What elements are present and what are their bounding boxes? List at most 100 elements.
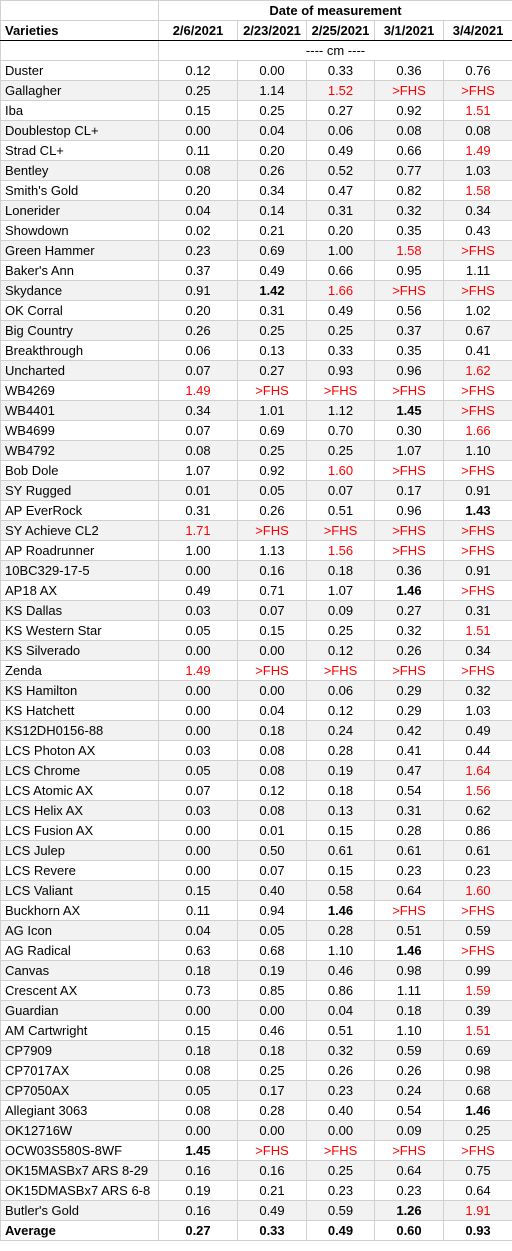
measurement-cell: 0.64 [374, 880, 444, 901]
measurement-cell: 0.61 [374, 840, 444, 861]
measurement-cell: 0.98 [442, 1060, 512, 1081]
measurement-cell: 1.10 [442, 440, 512, 461]
table-row: LCS Atomic AX 0.07 0.12 0.18 0.54 1.56 [0, 780, 512, 801]
table-row: AG Radical 0.63 0.68 1.10 1.46 >FHS [0, 940, 512, 961]
measurement-cell: 0.13 [237, 340, 307, 361]
measurement-cell: 0.23 [306, 1180, 375, 1201]
measurement-cell: 1.51 [442, 100, 512, 121]
measurement-cell: >FHS [237, 1140, 307, 1161]
measurement-cell: 0.25 [237, 320, 307, 341]
measurement-cell: 0.33 [306, 340, 375, 361]
measurement-cell: 0.18 [374, 1000, 444, 1021]
measurement-cell: 0.03 [158, 740, 238, 761]
measurement-cell: 0.09 [306, 600, 375, 621]
variety-name: Bob Dole [0, 460, 159, 481]
measurement-cell: >FHS [442, 1140, 512, 1161]
table-row: LCS Helix AX 0.03 0.08 0.13 0.31 0.62 [0, 800, 512, 821]
measurement-cell: 0.28 [237, 1100, 307, 1121]
table-row: Buckhorn AX 0.11 0.94 1.46 >FHS >FHS [0, 900, 512, 921]
measurement-cell: 0.18 [158, 1040, 238, 1061]
table-row: Butler's Gold 0.16 0.49 0.59 1.26 1.91 [0, 1200, 512, 1221]
variety-name: CP7017AX [0, 1060, 159, 1081]
measurement-cell: 0.28 [374, 820, 444, 841]
table-row: Bob Dole 1.07 0.92 1.60 >FHS >FHS [0, 460, 512, 481]
measurement-cell: 1.07 [158, 460, 238, 481]
measurement-cell: 0.25 [306, 440, 375, 461]
measurement-cell: >FHS [374, 1140, 444, 1161]
measurement-cell: 1.64 [442, 760, 512, 781]
table-row: LCS Photon AX 0.03 0.08 0.28 0.41 0.44 [0, 740, 512, 761]
table-row: Smith's Gold 0.20 0.34 0.47 0.82 1.58 [0, 180, 512, 201]
measurement-cell: 0.47 [374, 760, 444, 781]
measurement-cell: 0.08 [237, 800, 307, 821]
header-group-row: Date of measurement [0, 0, 512, 21]
average-value: 0.27 [158, 1220, 238, 1241]
measurement-cell: 0.11 [158, 900, 238, 921]
measurement-cell: 0.18 [306, 560, 375, 581]
table-row: AM Cartwright 0.15 0.46 0.51 1.10 1.51 [0, 1020, 512, 1041]
variety-name: WB4269 [0, 380, 159, 401]
average-value: 0.49 [306, 1220, 375, 1241]
measurement-cell: 0.08 [158, 1100, 238, 1121]
measurement-cell: 0.08 [374, 120, 444, 141]
measurement-cell: 0.34 [442, 200, 512, 221]
measurement-cell: 0.91 [442, 560, 512, 581]
measurement-cell: 0.04 [158, 200, 238, 221]
average-value: 0.60 [374, 1220, 444, 1241]
variety-name: Uncharted [0, 360, 159, 381]
measurement-cell: 0.00 [158, 720, 238, 741]
table-row: Showdown 0.02 0.21 0.20 0.35 0.43 [0, 220, 512, 241]
table-row: Bentley 0.08 0.26 0.52 0.77 1.03 [0, 160, 512, 181]
measurement-cell: 0.76 [442, 60, 512, 81]
table-row: Guardian 0.00 0.00 0.04 0.18 0.39 [0, 1000, 512, 1021]
measurement-cell: 0.36 [374, 560, 444, 581]
measurement-cell: 0.96 [374, 500, 444, 521]
measurement-cell: 0.11 [158, 140, 238, 161]
average-value: 0.93 [442, 1220, 512, 1241]
measurement-cell: >FHS [374, 280, 444, 301]
measurement-cell: 0.16 [237, 1160, 307, 1181]
table-row: CP7909 0.18 0.18 0.32 0.59 0.69 [0, 1040, 512, 1061]
variety-name: WB4792 [0, 440, 159, 461]
measurement-cell: 0.61 [442, 840, 512, 861]
measurement-cell: 0.39 [442, 1000, 512, 1021]
date-header: 3/4/2021 [442, 20, 512, 41]
measurement-cell: 0.15 [306, 860, 375, 881]
measurement-cell: 0.25 [237, 100, 307, 121]
variety-name: AG Radical [0, 940, 159, 961]
measurement-cell: 0.17 [237, 1080, 307, 1101]
measurement-cell: 0.59 [374, 1040, 444, 1061]
measurement-cell: 0.51 [306, 500, 375, 521]
table-row: WB4269 1.49 >FHS >FHS >FHS >FHS [0, 380, 512, 401]
variety-name: LCS Chrome [0, 760, 159, 781]
measurement-cell: 0.42 [374, 720, 444, 741]
measurement-cell: >FHS [306, 1140, 375, 1161]
measurement-cell: 0.00 [158, 840, 238, 861]
measurement-cell: 1.01 [237, 400, 307, 421]
measurement-cell: 0.49 [442, 720, 512, 741]
measurement-cell: 0.68 [237, 940, 307, 961]
measurement-cell: 0.20 [158, 180, 238, 201]
variety-name: Showdown [0, 220, 159, 241]
measurement-cell: 0.25 [237, 440, 307, 461]
measurement-cell: 1.14 [237, 80, 307, 101]
measurement-cell: >FHS [442, 900, 512, 921]
measurement-cell: 0.26 [374, 640, 444, 661]
measurement-cell: 0.98 [374, 960, 444, 981]
measurement-cell: 0.75 [442, 1160, 512, 1181]
table-row: AP EverRock 0.31 0.26 0.51 0.96 1.43 [0, 500, 512, 521]
measurement-cell: 1.58 [442, 180, 512, 201]
measurement-cell: 1.45 [158, 1140, 238, 1161]
measurement-cell: 0.66 [374, 140, 444, 161]
measurement-cell: 0.04 [158, 920, 238, 941]
measurement-cell: 0.35 [374, 340, 444, 361]
table-row: CP7050AX 0.05 0.17 0.23 0.24 0.68 [0, 1080, 512, 1101]
measurement-cell: >FHS [442, 400, 512, 421]
average-row: Average 0.27 0.33 0.49 0.60 0.93 [0, 1220, 512, 1241]
measurement-cell: >FHS [237, 380, 307, 401]
variety-name: LCS Atomic AX [0, 780, 159, 801]
table-row: Green Hammer 0.23 0.69 1.00 1.58 >FHS [0, 240, 512, 261]
measurement-cell: >FHS [374, 460, 444, 481]
measurement-cell: 0.18 [237, 1040, 307, 1061]
